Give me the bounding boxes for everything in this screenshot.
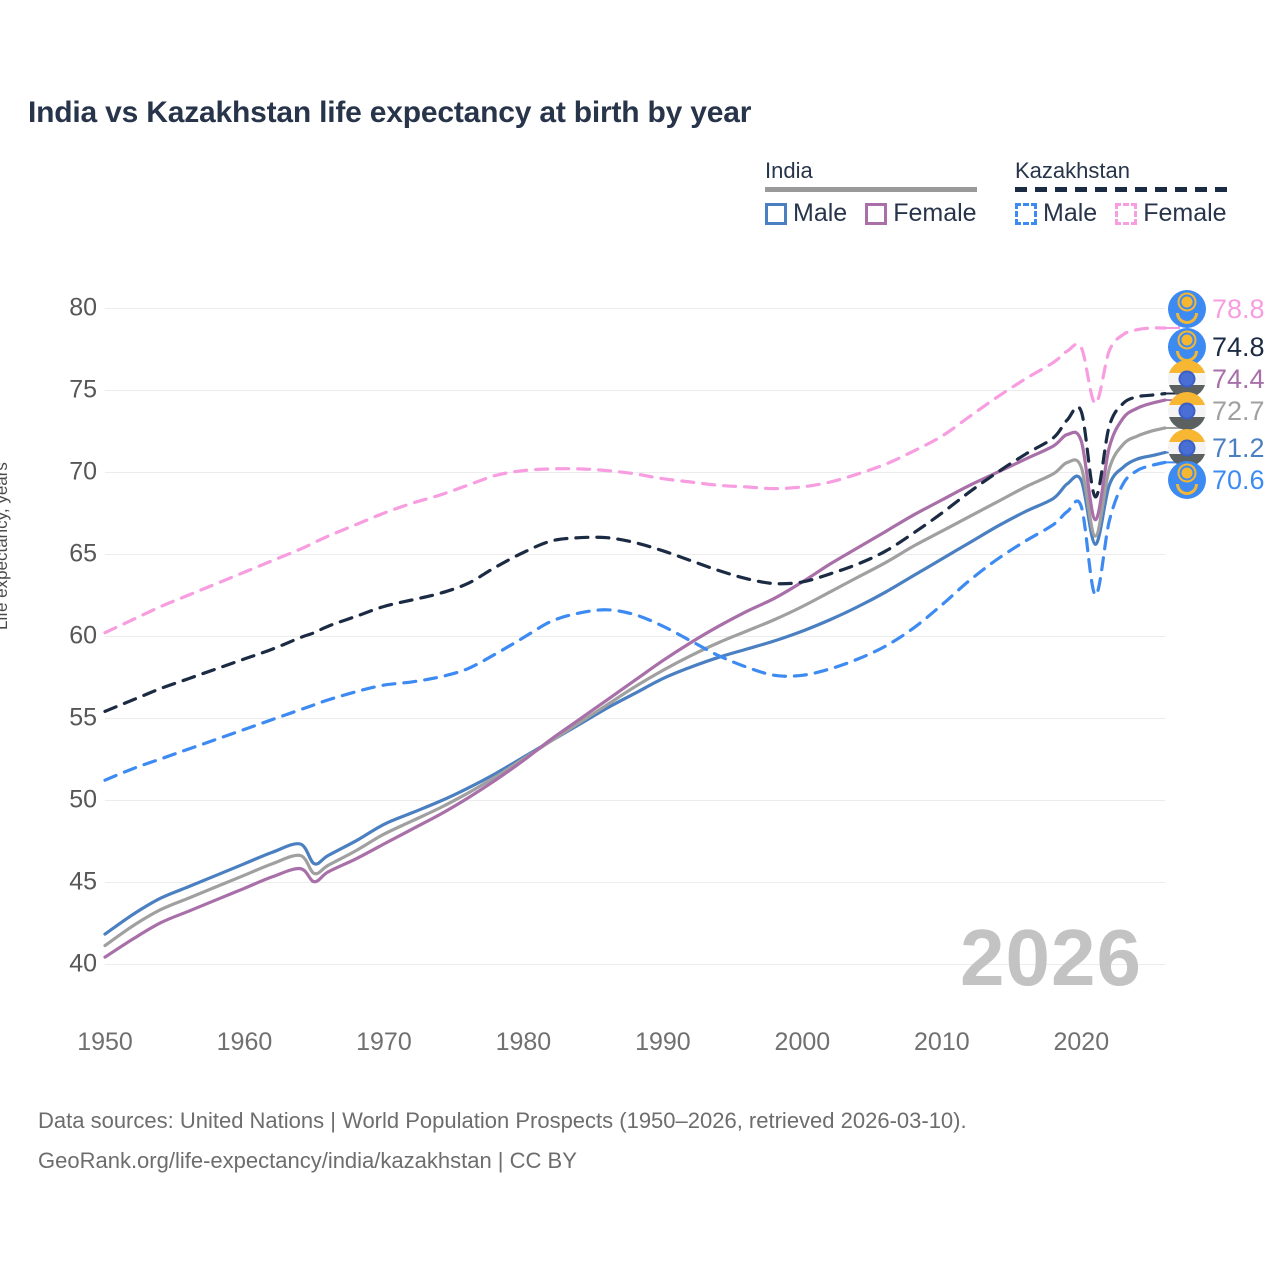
gridline	[105, 881, 1165, 883]
kazakhstan-flag-icon	[1168, 461, 1206, 499]
x-tick-label: 1980	[495, 1028, 552, 1056]
india-flag-icon	[1168, 360, 1206, 398]
x-tick-label: 2010	[914, 1028, 970, 1056]
india-flag-icon	[1168, 392, 1206, 430]
legend-swatch-india-female	[865, 202, 888, 225]
end-value-text: 78.8	[1212, 293, 1265, 324]
legend-group-title: Kazakhstan	[1015, 158, 1130, 183]
y-axis-label: Life expectancy, years	[0, 462, 11, 630]
series-end-label: 71.2	[1168, 429, 1265, 467]
x-tick-label: 1950	[77, 1028, 133, 1056]
y-tick-label: 75	[69, 375, 97, 404]
legend-swatch-kazakhstan-male	[1015, 202, 1037, 225]
legend-label-kazakhstan-female: Female	[1143, 199, 1227, 227]
gridline	[105, 963, 1165, 965]
series-end-label: 74.4	[1168, 360, 1265, 398]
legend-label-india-female: Female	[893, 199, 977, 227]
end-value-text: 70.6	[1212, 464, 1265, 495]
legend-item-india-female[interactable]: Female	[865, 199, 977, 227]
legend-item-kazakhstan-female[interactable]: Female	[1115, 199, 1227, 227]
y-tick-label: 45	[69, 867, 97, 896]
end-value-text: 72.7	[1212, 395, 1265, 426]
footer-line-1: Data sources: United Nations | World Pop…	[38, 1108, 967, 1133]
legend-item-india-male[interactable]: Male	[765, 201, 847, 226]
legend-group-kazakhstan: Kazakhstan Male Female	[1015, 158, 1227, 226]
y-tick-label: 50	[69, 785, 97, 814]
legend-group-india: India Male Female	[765, 158, 977, 226]
x-tick-label: 2000	[774, 1028, 831, 1056]
year-watermark: 2026	[960, 913, 1142, 1002]
legend-label-india-male: Male	[793, 199, 848, 227]
kazakhstan-flag-icon	[1168, 290, 1206, 328]
series-line	[103, 426, 1167, 948]
legend-item-kazakhstan-male[interactable]: Male	[1015, 201, 1097, 226]
x-tick-label: 1970	[356, 1028, 412, 1056]
gridline	[105, 390, 1165, 392]
y-tick-label: 55	[69, 703, 97, 732]
chart-legend: India Male Female Kazakhstan Male	[760, 158, 1260, 238]
y-tick-label: 80	[69, 293, 97, 322]
end-value-text: 74.8	[1212, 331, 1265, 362]
series-line	[103, 460, 1167, 782]
series-line	[103, 326, 1167, 635]
legend-kazakhstan-rule	[1015, 187, 1227, 192]
end-value-text: 74.4	[1212, 363, 1265, 394]
y-tick-label: 40	[69, 949, 97, 978]
y-tick-label: 65	[69, 539, 97, 568]
legend-label-kazakhstan-male: Male	[1043, 199, 1098, 227]
gridline	[105, 799, 1165, 801]
series-line	[103, 392, 1167, 713]
y-tick-label: 60	[69, 621, 97, 650]
gridline	[105, 472, 1165, 474]
legend-swatch-kazakhstan-female	[1115, 202, 1138, 225]
series-end-label: 70.6	[1168, 461, 1265, 499]
end-value-text: 71.2	[1212, 432, 1265, 463]
chart-title: India vs Kazakhstan life expectancy at b…	[28, 96, 752, 129]
footer-line-2: GeoRank.org/life-expectancy/india/kazakh…	[38, 1148, 577, 1173]
gridline	[105, 308, 1165, 310]
gridline	[105, 636, 1165, 637]
series-line	[103, 398, 1167, 959]
gridline	[105, 554, 1165, 556]
series-end-label: 78.8	[1168, 290, 1265, 328]
x-tick-label: 1990	[635, 1028, 691, 1056]
gridline	[105, 717, 1165, 719]
x-tick-label: 2020	[1053, 1028, 1110, 1056]
legend-india-rule	[765, 187, 977, 192]
india-flag-icon	[1168, 429, 1206, 467]
y-tick-label: 70	[69, 457, 97, 486]
legend-group-title: India	[765, 158, 813, 183]
series-end-label: 72.7	[1168, 392, 1265, 430]
legend-swatch-india-male	[765, 202, 787, 225]
series-line	[103, 450, 1167, 936]
x-tick-label: 1960	[216, 1028, 273, 1056]
